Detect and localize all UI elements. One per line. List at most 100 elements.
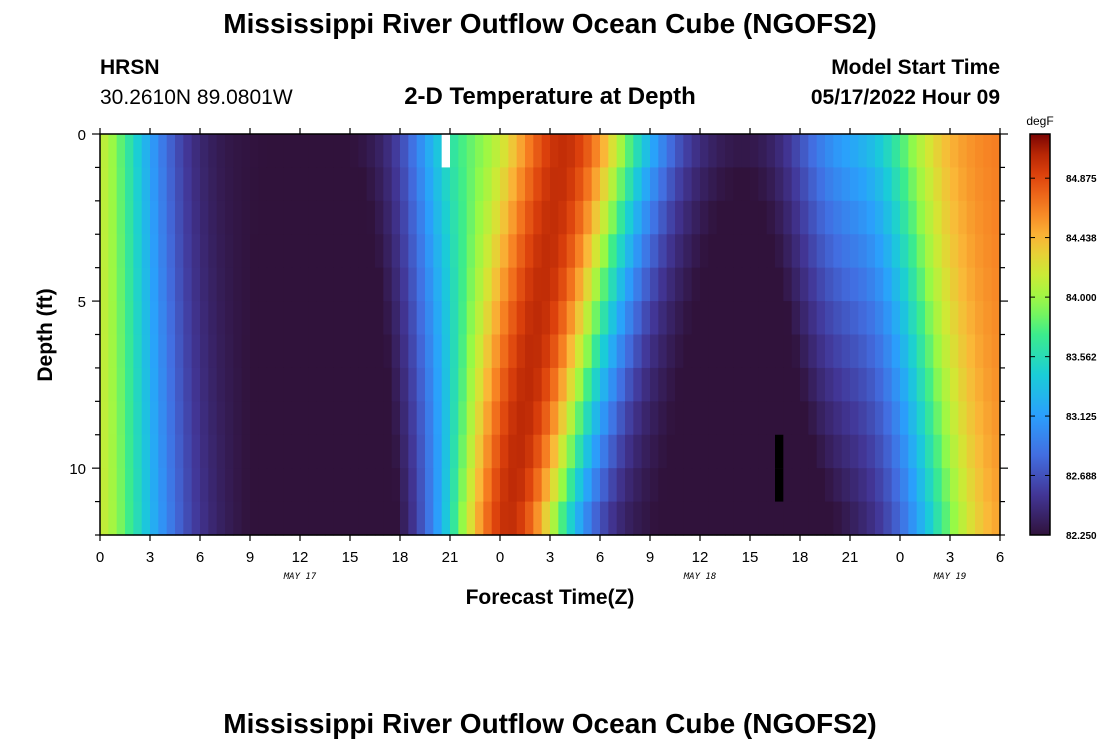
heatmap-cell <box>433 401 443 436</box>
heatmap-cell <box>275 367 284 402</box>
heatmap-cell <box>258 167 268 202</box>
heatmap-cell <box>866 134 876 169</box>
heatmap-cell <box>816 200 826 235</box>
heatmap-cell <box>425 367 434 402</box>
y-tick-label: 5 <box>78 294 86 311</box>
heatmap-cell <box>100 501 109 536</box>
heatmap-cell <box>950 267 959 302</box>
heatmap-cell <box>183 434 193 469</box>
heatmap-cell <box>225 434 234 469</box>
heatmap-cell <box>391 200 401 235</box>
heatmap-cell <box>275 501 284 536</box>
heatmap-cell <box>683 200 693 235</box>
heatmap-cell <box>466 134 476 169</box>
heatmap-cell <box>983 468 993 503</box>
heatmap-cell <box>883 367 893 402</box>
heatmap-cell <box>808 167 818 202</box>
heatmap-cell <box>450 434 459 469</box>
x-tick-label: 15 <box>342 549 359 566</box>
heatmap-cell <box>758 267 768 302</box>
heatmap-cell <box>441 367 451 402</box>
heatmap-cell <box>316 134 326 169</box>
date-label: MAY 18 <box>683 572 717 582</box>
heatmap-cell <box>625 301 634 336</box>
missing-value-mark <box>441 134 450 168</box>
heatmap-cell <box>541 301 551 336</box>
heatmap-cell <box>616 134 626 169</box>
heatmap-cell <box>616 167 626 202</box>
heatmap-cell <box>675 267 684 302</box>
heatmap-cell <box>241 501 251 536</box>
heatmap-cell <box>300 267 309 302</box>
heatmap-cell <box>875 401 884 436</box>
heatmap-cell <box>991 501 1001 536</box>
heatmap-cell <box>816 167 826 202</box>
heatmap-cell <box>491 301 501 336</box>
heatmap-cell <box>258 401 268 436</box>
heatmap-cell <box>116 134 126 169</box>
heatmap-cell <box>316 234 326 269</box>
heatmap-cell <box>200 501 209 536</box>
heatmap-cell <box>366 468 376 503</box>
heatmap-cell <box>633 367 643 402</box>
heatmap-cell <box>841 468 851 503</box>
heatmap-cell <box>583 134 593 169</box>
heatmap-cell <box>283 367 293 402</box>
heatmap-cell <box>166 134 176 169</box>
heatmap-cell <box>475 167 484 202</box>
heatmap-cell <box>200 167 209 202</box>
heatmap-cell <box>908 468 918 503</box>
heatmap-cell <box>191 468 201 503</box>
heatmap-cell <box>116 301 126 336</box>
heatmap-cell <box>850 367 859 402</box>
heatmap-cell <box>483 167 493 202</box>
heatmap-cell <box>750 301 759 336</box>
heatmap-cell <box>233 501 243 536</box>
heatmap-cell <box>908 134 918 169</box>
heatmap-cell <box>766 134 776 169</box>
heatmap-cell <box>708 200 718 235</box>
heatmap-cell <box>733 167 743 202</box>
heatmap-cell <box>216 200 226 235</box>
heatmap-cell <box>441 167 451 202</box>
heatmap-cell <box>975 501 984 536</box>
heatmap-cell <box>366 367 376 402</box>
heatmap-cell <box>308 334 318 369</box>
heatmap-cell <box>983 200 993 235</box>
heatmap-cell <box>266 367 276 402</box>
heatmap-cell <box>766 501 776 536</box>
heatmap-cell <box>816 501 826 536</box>
plot-title: 2-D Temperature at Depth <box>404 83 696 110</box>
heatmap-cell <box>258 267 268 302</box>
heatmap-cell <box>208 468 218 503</box>
heatmap-cell <box>850 301 859 336</box>
heatmap-cell <box>275 334 284 369</box>
heatmap-cell <box>216 401 226 436</box>
heatmap-cell <box>216 301 226 336</box>
heatmap-cell <box>241 367 251 402</box>
heatmap-cell <box>275 468 284 503</box>
heatmap-cell <box>700 134 709 169</box>
heatmap-cell <box>125 501 134 536</box>
heatmap-cell <box>166 267 176 302</box>
heatmap-cell <box>866 367 876 402</box>
heatmap-cell <box>750 468 759 503</box>
heatmap-cell <box>583 401 593 436</box>
heatmap-cell <box>250 167 259 202</box>
heatmap-cell <box>716 501 726 536</box>
heatmap-cell <box>950 334 959 369</box>
heatmap-cell <box>158 501 168 536</box>
heatmap-cell <box>158 267 168 302</box>
heatmap-cell <box>850 267 859 302</box>
heatmap-cell <box>833 267 843 302</box>
heatmap-cell <box>608 367 618 402</box>
heatmap-cell <box>591 267 601 302</box>
heatmap-cell <box>550 367 559 402</box>
heatmap-cell <box>416 134 426 169</box>
heatmap-cell <box>941 367 951 402</box>
heatmap-cell <box>891 134 901 169</box>
heatmap-cell <box>816 134 826 169</box>
heatmap-cell <box>858 367 868 402</box>
heatmap-cell <box>225 200 234 235</box>
heatmap-cell <box>425 301 434 336</box>
